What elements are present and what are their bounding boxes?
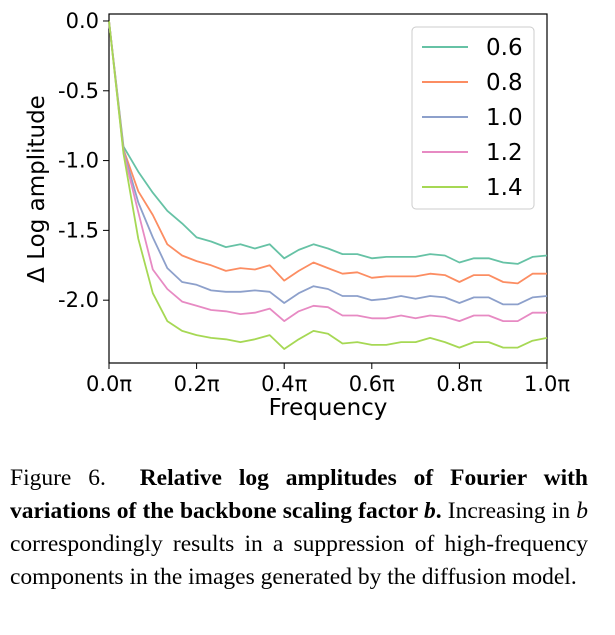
y-tick-label: -1.5 [58, 218, 99, 242]
legend-label: 0.8 [486, 70, 523, 96]
y-tick-label: 0.0 [66, 9, 99, 33]
y-axis-label: Δ Log amplitude [24, 95, 50, 283]
legend: 0.6 0.8 1.0 1.2 1.4 [411, 26, 535, 210]
y-tick-label: -0.5 [58, 79, 99, 103]
caption-label: Figure 6. [10, 465, 106, 491]
x-tick-label: 1.0π [524, 372, 570, 396]
series-line-1 [108, 20, 548, 265]
legend-label: 1.2 [486, 140, 523, 166]
y-axis-ticks: 0.0 -0.5 -1.0 -1.5 -2.0 [58, 9, 109, 312]
legend-box [411, 26, 535, 210]
x-tick-label: 0.6π [349, 372, 395, 396]
x-axis-label: Frequency [269, 395, 388, 421]
figure-caption: Figure 6. Relative log amplitudes of Fou… [10, 462, 588, 594]
caption-text-a: Increasing in [441, 498, 577, 524]
series-layer [108, 20, 548, 350]
caption-bold-var: b [423, 498, 436, 524]
x-tick-label: 0.2π [174, 372, 220, 396]
x-tick-label: 0.4π [261, 372, 307, 396]
legend-label: 1.0 [486, 105, 523, 131]
x-tick-label: 0.8π [436, 372, 482, 396]
x-axis-ticks: 0.0π 0.2π 0.4π 0.6π 0.8π 1.0π [86, 363, 570, 396]
y-tick-label: -2.0 [58, 288, 99, 312]
plot-frame [108, 13, 548, 364]
series-line-4 [108, 20, 547, 323]
series-line-5 [108, 20, 548, 350]
legend-label: 0.6 [486, 35, 523, 61]
caption-text-b: correspondingly results in a suppression… [10, 531, 588, 590]
series-line-2 [108, 20, 547, 285]
caption-var: b [576, 498, 588, 524]
caption-bold: Relative log amplitudes of Fourier with … [10, 465, 589, 524]
x-tick-label: 0.0π [86, 372, 132, 396]
legend-items: 0.6 0.8 1.0 1.2 1.4 [422, 35, 523, 201]
series-line-3 [108, 20, 548, 306]
line-chart: 0.0π 0.2π 0.4π 0.6π 0.8π 1.0π 0.0 -0.5 -1.0 -1.5… [24, 9, 570, 421]
y-tick-label: -1.0 [58, 149, 99, 173]
legend-label: 1.4 [486, 175, 523, 201]
